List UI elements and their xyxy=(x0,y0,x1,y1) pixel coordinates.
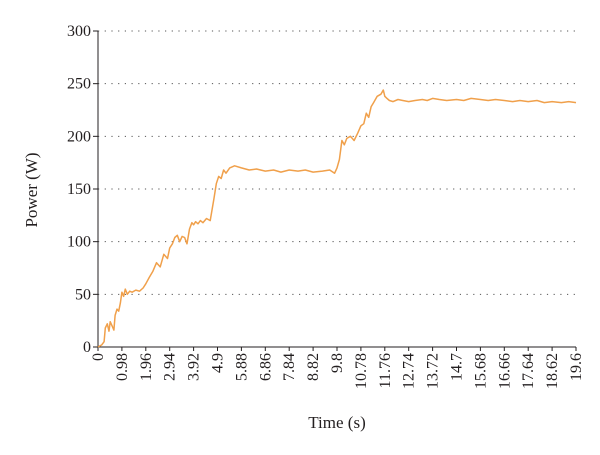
x-tick-label: 5.88 xyxy=(233,353,250,381)
x-tick-label: 1.96 xyxy=(138,353,155,381)
x-tick-label: 7.84 xyxy=(281,353,298,381)
x-tick-label: 19.6 xyxy=(568,353,585,381)
y-tick-label: 300 xyxy=(67,23,91,40)
x-tick-label: 14.7 xyxy=(449,353,466,381)
gridlines xyxy=(98,30,576,295)
y-tick-label: 100 xyxy=(67,234,91,251)
y-tick-label: 50 xyxy=(75,286,91,303)
x-tick-label: 17.64 xyxy=(520,353,537,389)
x-tick-label: 0 xyxy=(90,353,107,361)
x-tick-label: 10.78 xyxy=(353,353,370,389)
axes xyxy=(93,30,577,351)
x-axis-title: Time (s) xyxy=(308,413,365,432)
x-tick-label: 16.66 xyxy=(496,353,513,389)
y-tick-labels: 0 50 100 150 200 250 300 xyxy=(67,23,91,356)
y-tick-label: 0 xyxy=(83,339,91,356)
x-tick-label: 11.76 xyxy=(377,353,394,388)
x-tick-label: 12.74 xyxy=(401,353,418,389)
x-tick-label: 4.9 xyxy=(210,353,227,373)
x-tick-label: 6.86 xyxy=(257,353,274,381)
y-axis-title: Power (W) xyxy=(22,152,41,227)
x-tick-label: 8.82 xyxy=(305,353,322,381)
x-tick-label: 9.8 xyxy=(329,353,346,373)
x-tick-label: 0.98 xyxy=(114,353,131,381)
y-tick-label: 250 xyxy=(67,76,91,93)
y-tick-label: 150 xyxy=(67,181,91,198)
x-tick-label: 15.68 xyxy=(472,353,489,389)
y-tick-label: 200 xyxy=(67,128,91,145)
series-layer xyxy=(97,89,577,348)
series-line-1 xyxy=(97,89,577,348)
x-tick-label: 13.72 xyxy=(425,353,442,389)
x-tick-label: 18.62 xyxy=(544,353,561,389)
x-tick-label: 3.92 xyxy=(186,353,203,381)
x-tick-labels: 0 0.98 1.96 2.94 3.92 4.9 5.88 6.86 7.84 8.82 9.8 1… xyxy=(90,353,585,389)
x-tick-label: 2.94 xyxy=(162,353,179,381)
